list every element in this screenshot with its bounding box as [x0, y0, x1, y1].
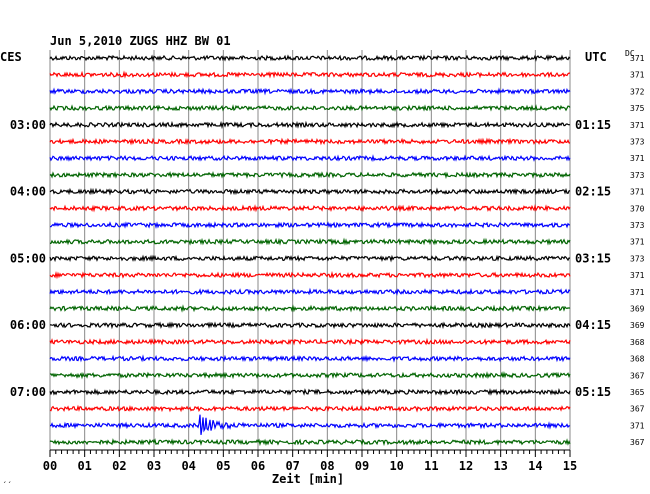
- corner-mark: ´´: [2, 480, 12, 490]
- utc-label: UTC: [585, 50, 607, 64]
- dc-value-label: 369: [630, 321, 645, 330]
- dc-value-label: 371: [630, 188, 645, 197]
- dc-value-label: 371: [630, 71, 645, 80]
- trace-line: [49, 287, 571, 296]
- trace-line: [49, 120, 571, 130]
- trace-line: [49, 387, 571, 396]
- trace-line: [49, 270, 571, 280]
- dc-value-label: 371: [630, 238, 645, 247]
- utc-time-tick-label: 03:15: [575, 251, 611, 265]
- trace-line: [49, 187, 571, 196]
- x-tick-label: 05: [216, 459, 230, 473]
- dc-value-label: 373: [630, 171, 645, 180]
- trace-line: [49, 404, 571, 413]
- x-tick-label: 10: [389, 459, 403, 473]
- dc-value-label: 371: [630, 271, 645, 280]
- local-time-label: CES: [0, 50, 22, 64]
- x-tick-label: 06: [251, 459, 265, 473]
- label-group: 03:00 04:00 05:00 06:00 07:00 01:15 02:15 03:15…: [10, 54, 645, 447]
- trace-line: [49, 204, 571, 213]
- trace-line: [49, 137, 571, 146]
- trace-line: [49, 54, 571, 62]
- x-tick-label: 01: [77, 459, 91, 473]
- x-tick-label: 14: [528, 459, 542, 473]
- x-tick-label: 13: [493, 459, 507, 473]
- x-tick-label: 11: [424, 459, 438, 473]
- x-tick-label: 15: [563, 459, 577, 473]
- x-tick-label: 07: [285, 459, 299, 473]
- trace-group: [49, 54, 571, 447]
- dc-value-label: 375: [630, 104, 645, 113]
- chart-title: Jun 5,2010 ZUGS HHZ BW 01: [50, 34, 231, 48]
- trace-line: [49, 237, 571, 246]
- dc-value-label: 373: [630, 221, 645, 230]
- x-tick-label: 09: [355, 459, 369, 473]
- x-axis-label: Zeit [min]: [272, 472, 344, 486]
- x-tick-label: 04: [181, 459, 195, 473]
- trace-line: [49, 304, 571, 313]
- trace-line: [49, 154, 571, 163]
- dc-value-label: 373: [630, 138, 645, 147]
- trace-line: [49, 254, 571, 263]
- x-tick-label: 02: [112, 459, 126, 473]
- x-tick-label: 12: [459, 459, 473, 473]
- utc-time-tick-label: 05:15: [575, 385, 611, 399]
- trace-line: [49, 171, 571, 179]
- x-tick-label: 08: [320, 459, 334, 473]
- x-tick-label: 03: [147, 459, 161, 473]
- dc-label: DC: [625, 49, 635, 58]
- dc-value-label: 370: [630, 204, 645, 213]
- x-tick-label: 00: [43, 459, 57, 473]
- utc-time-tick-label: 01:15: [575, 118, 611, 132]
- trace-line: [49, 354, 571, 363]
- local-time-tick-label: 05:00: [10, 251, 46, 265]
- dc-value-label: 368: [630, 355, 645, 364]
- trace-line: [49, 371, 571, 380]
- local-time-tick-label: 03:00: [10, 118, 46, 132]
- trace-line: [49, 321, 571, 330]
- dc-value-label: 371: [630, 154, 645, 163]
- local-time-tick-label: 06:00: [10, 318, 46, 332]
- trace-line: [50, 221, 571, 229]
- dc-value-label: 367: [630, 405, 645, 414]
- dc-value-label: 371: [630, 421, 645, 430]
- dc-value-label: 373: [630, 254, 645, 263]
- trace-line: [49, 87, 571, 96]
- dc-value-label: 365: [630, 388, 645, 397]
- trace-line: [49, 414, 571, 435]
- trace-line: [49, 337, 571, 346]
- utc-time-tick-label: 04:15: [575, 318, 611, 332]
- grid-lines: [49, 50, 571, 450]
- dc-value-label: 371: [630, 121, 645, 130]
- trace-line: [49, 438, 571, 447]
- dc-value-label: 367: [630, 438, 645, 447]
- utc-time-tick-label: 02:15: [575, 185, 611, 199]
- trace-line: [49, 104, 571, 112]
- dc-value-label: 371: [630, 288, 645, 297]
- local-time-tick-label: 07:00: [10, 385, 46, 399]
- local-time-tick-label: 04:00: [10, 185, 46, 199]
- dc-value-label: 372: [630, 87, 645, 96]
- dc-value-label: 371: [630, 54, 645, 63]
- dc-value-label: 367: [630, 371, 645, 380]
- dc-value-label: 369: [630, 305, 645, 314]
- dc-value-label: 368: [630, 338, 645, 347]
- x-axis: 00 01 02 03 04 05 06 07 08 09 10 11 12 13 14 15: [43, 449, 577, 473]
- trace-line: [49, 70, 570, 79]
